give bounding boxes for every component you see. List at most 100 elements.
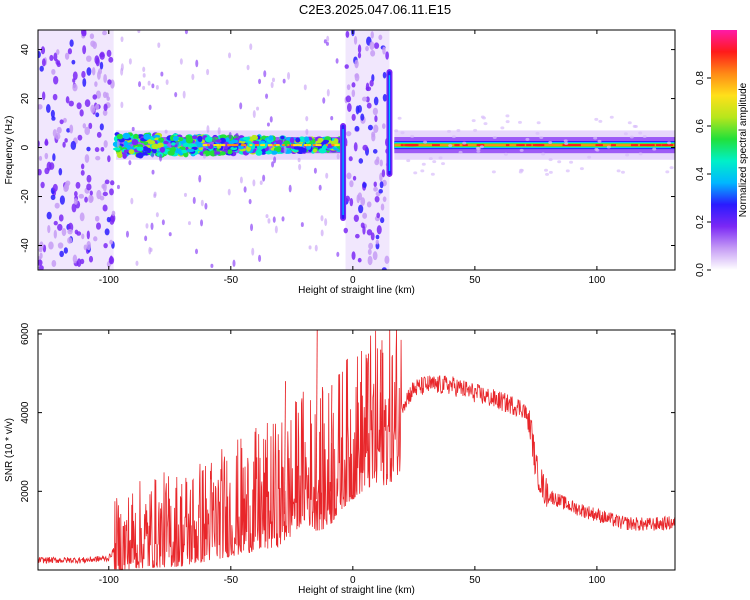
noise-speck xyxy=(56,49,60,55)
noise-speck xyxy=(95,215,100,222)
noise-speck xyxy=(374,115,378,123)
band-speck xyxy=(265,214,269,219)
band-blob xyxy=(295,137,301,143)
band-speck xyxy=(195,59,199,68)
noise-speck xyxy=(354,59,359,69)
snr-spike xyxy=(330,385,333,492)
noise-speck xyxy=(95,103,100,111)
band-speck xyxy=(505,114,510,118)
band-blob xyxy=(159,146,166,153)
noise-speck xyxy=(53,220,58,226)
noise-speck xyxy=(345,195,351,202)
band-speck xyxy=(151,152,155,158)
band-speck xyxy=(598,119,603,123)
noise-speck xyxy=(80,163,85,170)
noise-speck xyxy=(356,194,360,204)
noise-speck xyxy=(46,161,52,171)
noise-speck xyxy=(93,236,98,242)
band-peak xyxy=(293,144,298,147)
band-speck xyxy=(336,251,340,257)
noise-speck xyxy=(106,96,111,101)
noise-speck xyxy=(382,123,386,130)
noise-speck xyxy=(44,138,49,146)
band-speck xyxy=(406,159,411,163)
band-speck xyxy=(475,146,480,150)
noise-speck xyxy=(372,251,378,261)
band-speck xyxy=(179,58,183,65)
band-speck xyxy=(545,172,550,176)
noise-speck xyxy=(106,49,112,58)
band-peak xyxy=(276,144,280,147)
noise-speck xyxy=(52,183,58,192)
band-speck xyxy=(430,172,435,176)
band-speck xyxy=(569,160,574,164)
noise-speck xyxy=(52,153,56,162)
band-speck xyxy=(483,122,488,126)
band-blob xyxy=(204,136,213,143)
noise-speck xyxy=(40,181,45,189)
band-speck xyxy=(557,160,562,164)
band-speck xyxy=(168,232,172,237)
heatmap-xtick-label: 100 xyxy=(589,275,606,286)
band-speck xyxy=(228,131,232,140)
noise-speck xyxy=(53,75,59,85)
noise-speck xyxy=(64,138,68,143)
band-peak xyxy=(290,144,296,147)
noise-speck xyxy=(358,204,364,214)
band-speck xyxy=(142,73,146,78)
band-blob xyxy=(128,149,135,155)
band-blob xyxy=(289,137,295,144)
noise-speck xyxy=(347,103,352,112)
noise-speck xyxy=(345,131,352,137)
snr-axes: -100 -50 0 50 100 2000 4000 6000 Height of strai… xyxy=(4,322,676,596)
noise-speck xyxy=(99,51,105,60)
band-speck xyxy=(288,184,292,193)
band-speck xyxy=(297,157,301,163)
band-blob xyxy=(151,148,157,154)
band-speck xyxy=(259,180,263,185)
noise-speck xyxy=(90,104,96,114)
band-speck xyxy=(326,35,330,42)
noise-speck xyxy=(366,102,372,109)
band-blob xyxy=(227,149,233,155)
band-speck xyxy=(271,77,275,83)
noise-speck xyxy=(371,74,375,82)
band-peak xyxy=(298,144,303,147)
noise-speck xyxy=(39,65,44,72)
noise-speck xyxy=(78,193,85,199)
band-speck xyxy=(155,84,159,90)
noise-speck xyxy=(38,50,41,59)
band-speck xyxy=(250,223,254,232)
noise-speck xyxy=(82,123,87,129)
band-speck xyxy=(128,58,132,65)
band-blob xyxy=(219,134,227,139)
noise-speck xyxy=(80,258,85,265)
noise-speck xyxy=(382,94,388,102)
noise-speck xyxy=(360,113,365,121)
band-speck xyxy=(638,152,643,156)
band-blob xyxy=(275,140,283,146)
band-speck xyxy=(473,128,478,132)
noise-speck xyxy=(72,83,78,92)
band-speck xyxy=(325,172,329,179)
band-speck xyxy=(151,169,155,175)
noise-speck xyxy=(83,244,87,251)
band-speck xyxy=(594,147,599,151)
band-peak xyxy=(334,144,340,147)
band-speck xyxy=(432,160,437,164)
noise-speck xyxy=(373,124,379,134)
noise-speck xyxy=(103,243,108,249)
band-speck xyxy=(667,141,672,145)
band-speck xyxy=(135,260,139,266)
band-blob xyxy=(219,137,226,144)
band-speck xyxy=(130,197,134,205)
snr-xtick-label: -50 xyxy=(224,575,239,586)
noise-speck xyxy=(382,71,387,79)
colorbar-tick-label: 0.0 xyxy=(695,263,706,277)
band-speck xyxy=(161,219,165,226)
band-speck xyxy=(243,186,247,193)
band-speck xyxy=(544,168,549,172)
band-speck xyxy=(184,30,188,35)
band-speck xyxy=(174,92,178,98)
band-peak xyxy=(232,144,237,147)
